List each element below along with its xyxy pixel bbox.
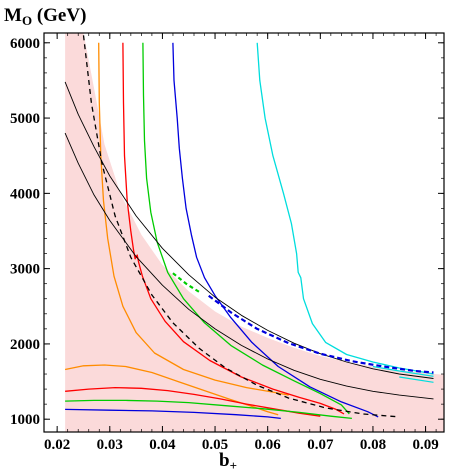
- y-tick-label: 6000: [10, 36, 40, 52]
- series-line-7: [172, 42, 379, 418]
- x-tick-label: 0.07: [307, 437, 334, 453]
- x-tick-label: 0.08: [360, 437, 386, 453]
- series-line-6: [65, 399, 352, 420]
- x-axis-title-sub: +: [230, 458, 237, 473]
- series-line-5: [142, 42, 350, 415]
- y-tick-label: 3000: [10, 262, 40, 278]
- y-tick-label: 2000: [10, 337, 40, 353]
- series-line-16: [399, 376, 434, 383]
- series-line-9: [256, 42, 434, 375]
- x-axis-title: b+: [219, 450, 237, 473]
- y-tick-label: 1000: [10, 412, 40, 428]
- series-line-3: [122, 42, 345, 415]
- x-tick-label: 0.04: [149, 437, 176, 453]
- allowed-region-band: [65, 33, 444, 432]
- y-axis-title-main: M: [4, 5, 22, 26]
- series-line-8: [65, 408, 281, 420]
- x-tick-label: 0.09: [412, 437, 438, 453]
- ticks-layer: 0.02 0.03 0.04 0.05 0.06 0.07 0.08 0.09 1000 2000…: [10, 33, 444, 453]
- series-line-12: [82, 35, 400, 418]
- y-axis-title-sub: O: [22, 13, 32, 28]
- y-tick-label: 5000: [10, 111, 40, 127]
- series-line-15: [372, 365, 434, 377]
- plot-frame: [43, 32, 445, 433]
- shaded-region: [65, 33, 444, 432]
- x-tick-label: 0.05: [202, 437, 228, 453]
- x-tick-label: 0.06: [255, 437, 282, 453]
- series-line-14: [172, 272, 200, 293]
- x-tick-label: 0.02: [44, 437, 70, 453]
- series-line-11: [64, 132, 434, 400]
- y-axis-title-unit: (GeV): [32, 5, 86, 26]
- series-line-13: [208, 294, 434, 374]
- x-axis-title-main: b: [219, 450, 230, 471]
- x-tick-label: 0.03: [97, 437, 123, 453]
- series-layer: [64, 35, 434, 420]
- y-axis-title: MO (GeV): [4, 5, 86, 28]
- y-tick-label: 4000: [10, 186, 40, 202]
